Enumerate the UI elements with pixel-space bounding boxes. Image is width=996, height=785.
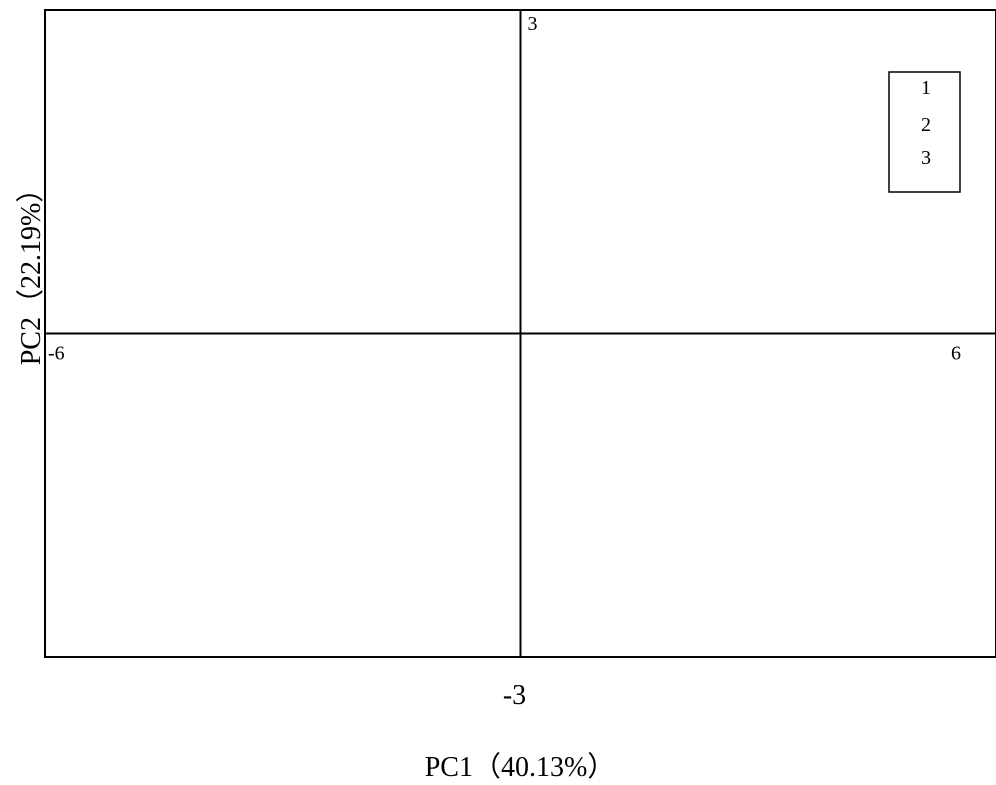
x-tick-label-neg6: -6 [48, 343, 65, 365]
legend-entry-3: 3 [921, 147, 931, 169]
x-axis-title: PC1（40.13%） [425, 751, 616, 783]
y-tick-label-neg3: -3 [503, 680, 526, 711]
x-tick-label-6: 6 [951, 343, 961, 365]
y-tick-label-3: 3 [528, 13, 538, 35]
legend-entry-1: 1 [921, 77, 931, 99]
legend-entry-2: 2 [921, 114, 931, 136]
legend-box [888, 71, 961, 193]
y-axis-title: PC2（22.19%） [15, 175, 47, 366]
